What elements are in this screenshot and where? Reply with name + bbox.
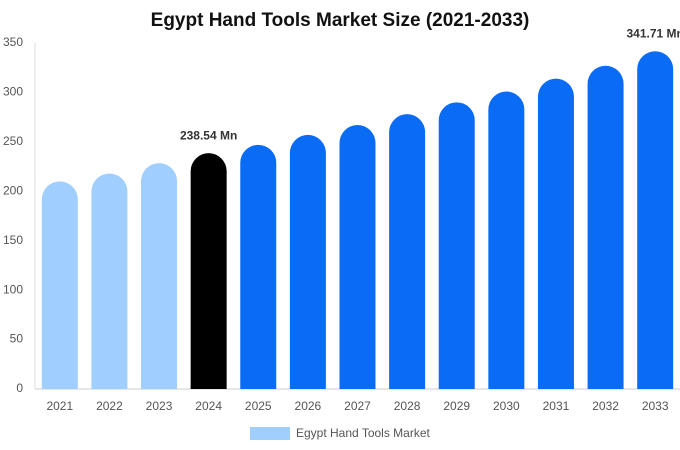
legend-swatch	[250, 427, 290, 440]
bar	[339, 125, 376, 389]
x-tick-label: 2032	[592, 399, 619, 413]
y-tick-label: 50	[10, 332, 24, 346]
y-tick-label: 150	[3, 233, 23, 247]
x-tick-label: 2021	[46, 399, 73, 413]
x-tick-label: 2023	[146, 399, 173, 413]
x-tick-label: 2028	[394, 399, 421, 413]
value-label: 238.54 Mn	[180, 128, 237, 142]
x-tick-label: 2024	[195, 399, 222, 413]
bar	[41, 181, 78, 389]
bar	[537, 78, 574, 390]
bar	[389, 114, 426, 390]
x-tick-label: 2030	[493, 399, 520, 413]
value-label: 341.71 Mn	[627, 26, 680, 40]
bar	[190, 153, 227, 389]
chart-title: Egypt Hand Tools Market Size (2021-2033)	[151, 10, 530, 31]
x-tick-label: 2025	[245, 399, 272, 413]
x-tick-label: 2031	[543, 399, 570, 413]
y-tick-label: 250	[3, 134, 23, 148]
bar	[637, 51, 674, 390]
bar	[587, 65, 624, 389]
y-tick-label: 0	[16, 381, 23, 395]
y-tick-label: 350	[3, 35, 23, 49]
bar	[438, 102, 475, 390]
x-tick-label: 2029	[443, 399, 470, 413]
bar	[91, 173, 128, 389]
bar	[289, 134, 326, 389]
bar	[240, 144, 277, 389]
legend-label: Egypt Hand Tools Market	[296, 426, 431, 440]
y-tick-label: 200	[3, 183, 23, 197]
y-tick-label: 100	[3, 282, 23, 296]
x-tick-label: 2027	[344, 399, 371, 413]
x-tick-label: 2026	[295, 399, 322, 413]
bar	[141, 163, 178, 389]
y-tick-label: 300	[3, 85, 23, 99]
bar	[488, 91, 525, 389]
x-tick-label: 2033	[642, 399, 669, 413]
x-tick-label: 2022	[96, 399, 123, 413]
